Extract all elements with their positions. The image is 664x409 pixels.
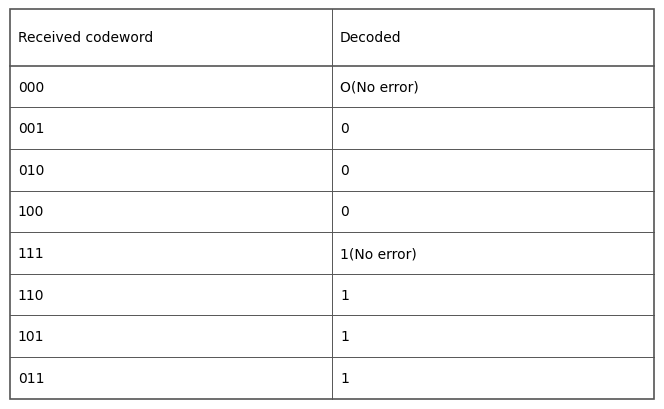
Text: 1(No error): 1(No error)	[340, 247, 417, 261]
Text: 100: 100	[18, 205, 44, 219]
Text: 1: 1	[340, 371, 349, 385]
Text: O(No error): O(No error)	[340, 80, 419, 94]
Text: 011: 011	[18, 371, 44, 385]
Text: 111: 111	[18, 247, 44, 261]
Text: 0: 0	[340, 122, 349, 136]
Text: 101: 101	[18, 330, 44, 344]
Text: 1: 1	[340, 330, 349, 344]
Text: 001: 001	[18, 122, 44, 136]
Text: 0: 0	[340, 205, 349, 219]
Text: 110: 110	[18, 288, 44, 302]
Text: Received codeword: Received codeword	[18, 31, 153, 45]
Text: 0: 0	[340, 164, 349, 178]
Text: 000: 000	[18, 80, 44, 94]
Text: 1: 1	[340, 288, 349, 302]
Text: 010: 010	[18, 164, 44, 178]
Text: Decoded: Decoded	[340, 31, 402, 45]
